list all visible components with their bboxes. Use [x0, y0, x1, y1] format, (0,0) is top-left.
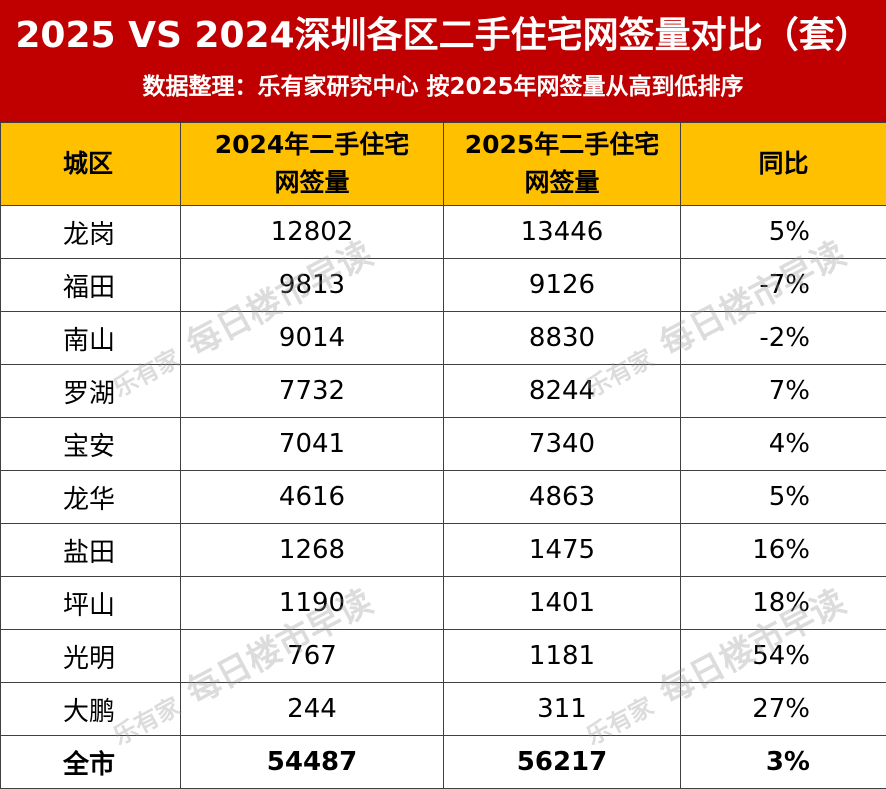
table-row: 大鹏 244 311 27%	[0, 682, 886, 736]
total-2025-cell: 56217	[443, 735, 681, 789]
district-cell: 龙华	[0, 470, 181, 524]
total-yoy-cell: 3%	[680, 735, 886, 789]
value-2025-cell: 4863	[443, 470, 681, 524]
value-2025-cell: 9126	[443, 258, 681, 312]
value-2024-cell: 4616	[180, 470, 444, 524]
total-label-cell: 全市	[0, 735, 181, 789]
header-2025-line2: 网签量	[524, 168, 600, 197]
yoy-cell: -7%	[680, 258, 886, 312]
header-2025: 2025年二手住宅 网签量	[443, 122, 681, 206]
table-row: 罗湖 7732 8244 7%	[0, 364, 886, 418]
yoy-cell: 5%	[680, 470, 886, 524]
value-2025-cell: 13446	[443, 205, 681, 259]
value-2024-cell: 9813	[180, 258, 444, 312]
header-2024: 2024年二手住宅 网签量	[180, 122, 444, 206]
header-district: 城区	[0, 122, 181, 206]
district-cell: 南山	[0, 311, 181, 365]
yoy-cell: 5%	[680, 205, 886, 259]
value-2025-cell: 1401	[443, 576, 681, 630]
district-cell: 宝安	[0, 417, 181, 471]
header-2025-line1: 2025年二手住宅	[464, 130, 660, 159]
header-2024-line2: 网签量	[274, 168, 350, 197]
yoy-cell: 7%	[680, 364, 886, 418]
table-row: 福田 9813 9126 -7%	[0, 258, 886, 312]
total-row: 全市 54487 56217 3%	[0, 735, 886, 789]
value-2024-cell: 767	[180, 629, 444, 683]
value-2024-cell: 7041	[180, 417, 444, 471]
table-row: 宝安 7041 7340 4%	[0, 417, 886, 471]
total-2024-cell: 54487	[180, 735, 444, 789]
yoy-cell: 4%	[680, 417, 886, 471]
district-cell: 光明	[0, 629, 181, 683]
value-2024-cell: 1268	[180, 523, 444, 577]
value-2024-cell: 1190	[180, 576, 444, 630]
yoy-cell: 54%	[680, 629, 886, 683]
district-cell: 坪山	[0, 576, 181, 630]
page-title: 2025 VS 2024深圳各区二手住宅网签量对比（套）	[15, 15, 871, 56]
yoy-cell: 18%	[680, 576, 886, 630]
yoy-cell: -2%	[680, 311, 886, 365]
header-2024-line1: 2024年二手住宅	[214, 130, 410, 159]
header-yoy: 同比	[680, 122, 886, 206]
value-2025-cell: 1181	[443, 629, 681, 683]
table-row: 光明 767 1181 54%	[0, 629, 886, 683]
value-2024-cell: 244	[180, 682, 444, 736]
value-2025-cell: 8830	[443, 311, 681, 365]
value-2025-cell: 311	[443, 682, 681, 736]
value-2025-cell: 1475	[443, 523, 681, 577]
data-table: 城区 2024年二手住宅 网签量 2025年二手住宅 网签量 同比 龙岗 128…	[0, 122, 886, 789]
district-cell: 龙岗	[0, 205, 181, 259]
table-row: 南山 9014 8830 -2%	[0, 311, 886, 365]
table-row: 坪山 1190 1401 18%	[0, 576, 886, 630]
district-cell: 福田	[0, 258, 181, 312]
table-header-row: 城区 2024年二手住宅 网签量 2025年二手住宅 网签量 同比	[0, 122, 886, 206]
yoy-cell: 27%	[680, 682, 886, 736]
district-cell: 大鹏	[0, 682, 181, 736]
title-banner: 2025 VS 2024深圳各区二手住宅网签量对比（套） 数据整理：乐有家研究中…	[0, 0, 886, 122]
district-cell: 盐田	[0, 523, 181, 577]
value-2024-cell: 9014	[180, 311, 444, 365]
value-2025-cell: 8244	[443, 364, 681, 418]
district-cell: 罗湖	[0, 364, 181, 418]
value-2024-cell: 7732	[180, 364, 444, 418]
table-row: 盐田 1268 1475 16%	[0, 523, 886, 577]
page-subtitle: 数据整理：乐有家研究中心 按2025年网签量从高到低排序	[142, 74, 744, 100]
value-2024-cell: 12802	[180, 205, 444, 259]
value-2025-cell: 7340	[443, 417, 681, 471]
table-row: 龙岗 12802 13446 5%	[0, 205, 886, 259]
yoy-cell: 16%	[680, 523, 886, 577]
table-row: 龙华 4616 4863 5%	[0, 470, 886, 524]
